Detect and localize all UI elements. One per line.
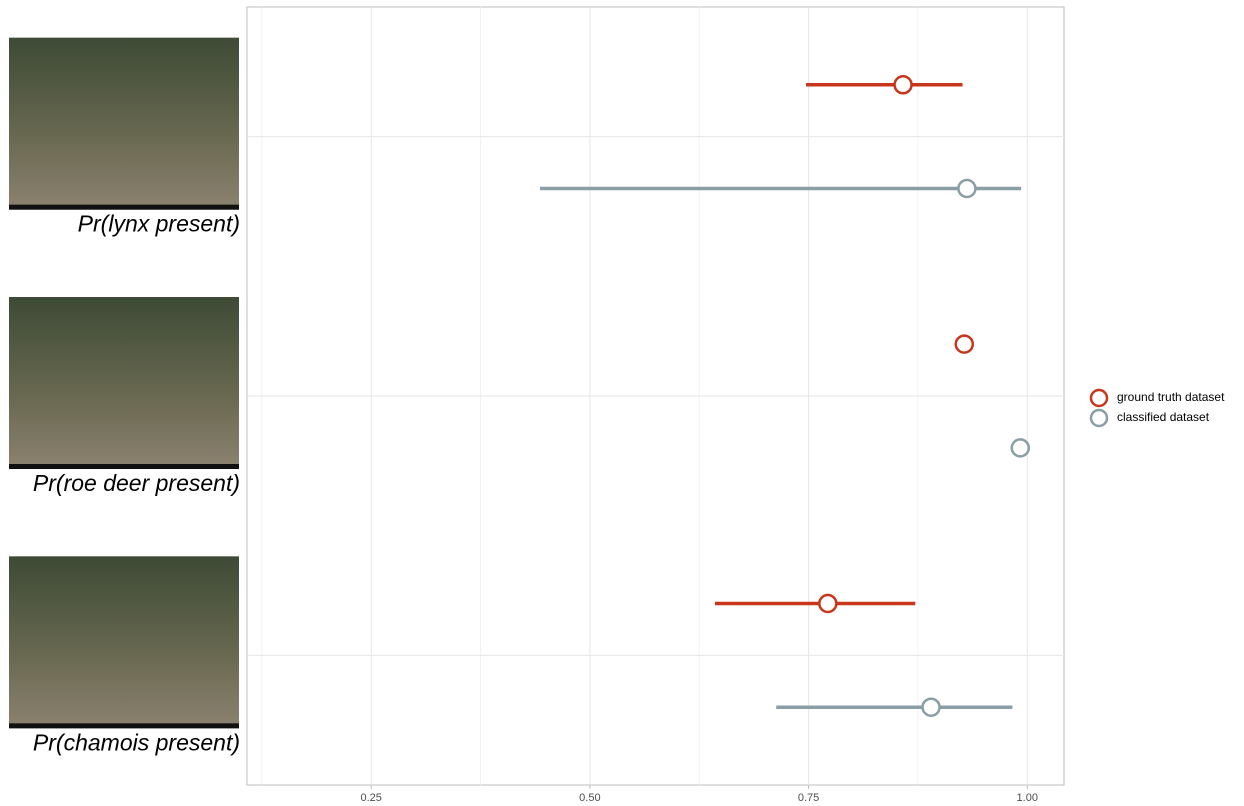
point: [957, 178, 977, 199]
point: [1010, 438, 1031, 458]
legend-label: ground truth dataset: [1117, 390, 1225, 404]
photo-caption-strip: [9, 723, 239, 729]
point: [954, 334, 975, 354]
x-tick-label: 0.75: [798, 792, 819, 804]
point: [818, 593, 838, 614]
legend-key: [1089, 408, 1109, 428]
category-label: Pr(chamois present): [33, 729, 240, 755]
point: [921, 697, 941, 717]
x-tick-label: 0.50: [579, 792, 600, 804]
x-tick-label: 1.00: [1017, 792, 1038, 804]
legend-key: [1089, 388, 1109, 408]
legend-label: classified dataset: [1117, 410, 1210, 424]
photo-caption-strip: [9, 464, 239, 469]
camera-trap-photo: [9, 37, 239, 210]
category-label: Pr(lynx present): [78, 211, 240, 237]
camera-trap-photo: [9, 556, 239, 729]
category-label: Pr(roe deer present): [33, 470, 240, 496]
photo-caption-strip: [9, 204, 239, 210]
camera-trap-photo: [9, 297, 239, 469]
x-tick-label: 0.25: [361, 792, 382, 804]
point: [893, 75, 913, 95]
